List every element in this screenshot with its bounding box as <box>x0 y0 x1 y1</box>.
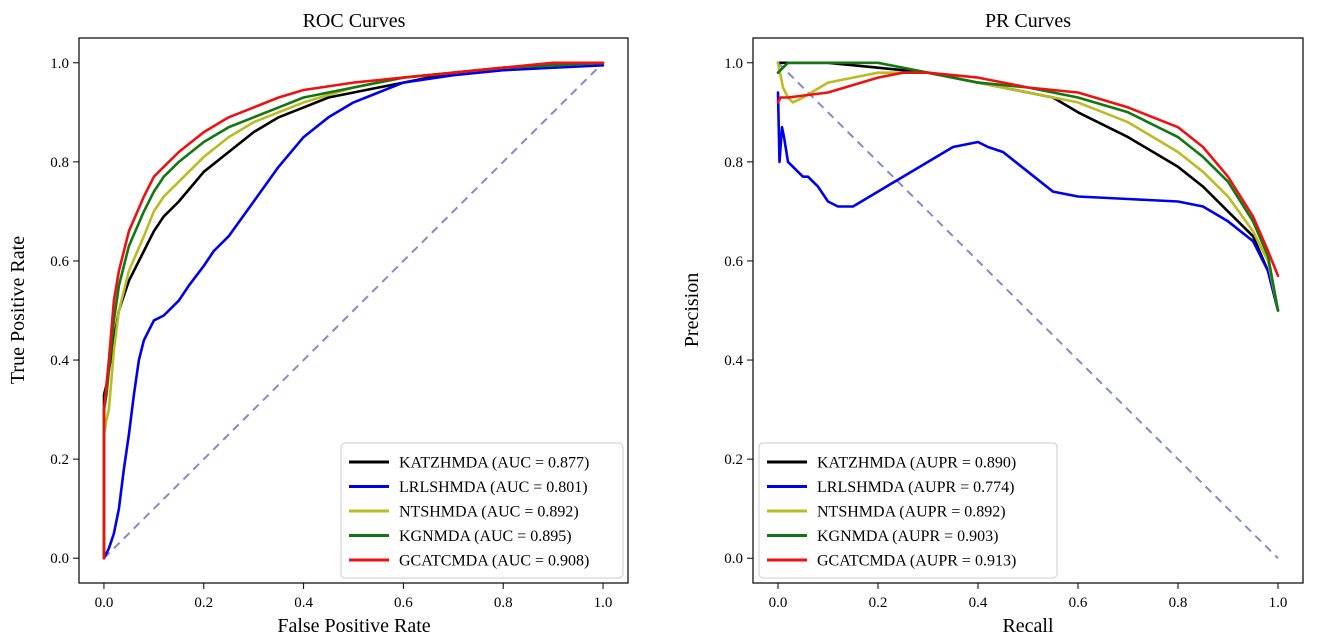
roc-x-axis-label: False Positive Rate <box>277 615 430 637</box>
roc-x-tick-label: 0.6 <box>394 595 413 611</box>
roc-x-tick-label: 0.0 <box>95 595 114 611</box>
pr-y-tick-label: 0.6 <box>724 254 743 270</box>
roc-legend-label-ntshmda: NTSHMDA (AUC = 0.892) <box>399 504 579 521</box>
pr-series-line-katzhmda <box>776 61 1280 312</box>
pr-y-tick-label: 0.2 <box>724 452 743 468</box>
pr-x-tick-label: 0.4 <box>969 595 988 611</box>
roc-series-line-gcatcmda <box>102 61 605 560</box>
pr-x-tick-label: 1.0 <box>1269 595 1288 611</box>
pr-panel: PR Curves Recall Precision 0.0 0.2 0.4 0.6 0… <box>681 10 1304 637</box>
pr-y-tick-label: 0.8 <box>724 155 743 171</box>
pr-x-tick-label: 0.2 <box>869 595 888 611</box>
roc-y-tick-label: 0.6 <box>50 254 69 270</box>
pr-y-axis-label: Precision <box>681 273 703 347</box>
roc-legend-box <box>340 442 624 579</box>
pr-x-axis-label: Recall <box>1002 615 1054 637</box>
pr-legend-label-katzhmda: KATZHMDA (AUPR = 0.890) <box>817 455 1016 472</box>
pr-x-tick-label: 0.6 <box>1069 595 1088 611</box>
pr-legend-label-kgnmda: KGNMDA (AUPR = 0.903) <box>817 528 998 545</box>
roc-legend-label-kgnmda: KGNMDA (AUC = 0.895) <box>399 528 572 545</box>
roc-legend-label-gcatcmda: GCATCMDA (AUC = 0.908) <box>399 553 589 570</box>
pr-x-tick-label: 0.8 <box>1169 595 1188 611</box>
roc-y-tick-label: 0.8 <box>50 155 69 171</box>
pr-legend-label-gcatcmda: GCATCMDA (AUPR = 0.913) <box>817 553 1016 570</box>
pr-y-tick-label: 0.4 <box>724 353 743 369</box>
roc-y-tick-label: 1.0 <box>50 56 69 72</box>
roc-panel: ROC Curves False Positive Rate True Posi… <box>7 10 629 637</box>
pr-legend-label-lrlshmda: LRLSHMDA (AUPR = 0.774) <box>817 479 1014 496</box>
roc-legend-label-katzhmda: KATZHMDA (AUC = 0.877) <box>399 455 589 472</box>
roc-y-axis-label: True Positive Rate <box>7 236 29 384</box>
pr-plot-frame <box>752 37 1304 584</box>
pr-x-tick-label: 0.0 <box>769 595 788 611</box>
pr-legend-box <box>758 442 1058 579</box>
roc-series-line-lrlshmda <box>102 64 605 560</box>
pr-diagonal-reference-line <box>777 62 1279 559</box>
roc-legend-label-lrlshmda: LRLSHMDA (AUC = 0.801) <box>399 479 588 496</box>
pr-y-tick-label: 1.0 <box>724 56 743 72</box>
roc-title: ROC Curves <box>303 10 406 32</box>
roc-y-tick-label: 0.4 <box>50 353 69 369</box>
roc-y-tick-label: 0.0 <box>50 551 69 567</box>
pr-legend-label-ntshmda: NTSHMDA (AUPR = 0.892) <box>817 504 1006 521</box>
roc-x-tick-label: 0.4 <box>294 595 313 611</box>
roc-x-tick-label: 0.8 <box>494 595 513 611</box>
roc-plot-frame <box>78 37 629 584</box>
pr-title: PR Curves <box>985 10 1071 32</box>
pr-y-tick-label: 0.0 <box>724 551 743 567</box>
pr-series-line-lrlshmda <box>776 91 1280 312</box>
roc-diagonal-reference-line <box>103 62 604 559</box>
roc-x-tick-label: 0.2 <box>194 595 213 611</box>
roc-legend: KATZHMDA (AUC = 0.877) LRLSHMDA (AUC = 0.… <box>340 442 624 579</box>
roc-y-tick-label: 0.2 <box>50 452 69 468</box>
pr-series-line-gcatcmda <box>776 71 1280 278</box>
roc-x-tick-label: 1.0 <box>594 595 613 611</box>
pr-legend: KATZHMDA (AUPR = 0.890) LRLSHMDA (AUPR = … <box>758 442 1058 579</box>
